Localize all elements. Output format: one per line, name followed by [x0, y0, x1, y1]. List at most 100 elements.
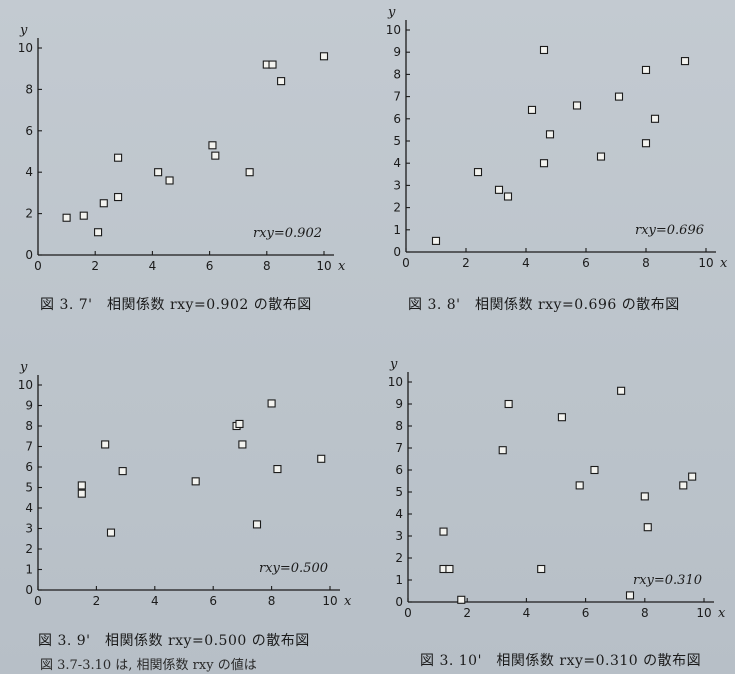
data-point — [545, 130, 555, 139]
data-point — [94, 228, 103, 237]
y-tick-label: 8 — [393, 67, 401, 81]
y-tick-label: 0 — [25, 248, 33, 262]
y-tick-label: 5 — [395, 485, 403, 499]
y-tick-label: 1 — [25, 563, 33, 577]
correlation-annotation: rxy=0.500 — [259, 561, 328, 576]
data-point — [537, 564, 546, 574]
x-tick-label: 0 — [34, 259, 42, 273]
y-tick-label: 5 — [25, 481, 33, 495]
data-point — [62, 213, 71, 222]
data-point — [643, 523, 652, 532]
x-axis-label: x — [720, 256, 728, 271]
data-point — [494, 185, 504, 194]
y-tick-label: 10 — [388, 375, 403, 389]
x-tick-label: 10 — [698, 256, 713, 270]
data-point — [79, 211, 88, 220]
data-point — [208, 141, 217, 150]
data-point — [688, 472, 697, 481]
data-point — [319, 52, 329, 61]
x-tick-label: 0 — [402, 256, 410, 270]
data-point — [439, 527, 448, 536]
x-tick-label: 4 — [149, 259, 157, 273]
data-point — [77, 481, 86, 490]
figure-caption-3-9: 図 3. 9' 相関係数 rxy=0.500 の散布図 — [38, 633, 310, 649]
y-tick-label: 10 — [386, 23, 401, 37]
x-tick-label: 2 — [93, 594, 101, 608]
x-tick-label: 0 — [34, 594, 42, 608]
data-point — [165, 176, 174, 185]
x-tick-label: 2 — [462, 256, 470, 270]
y-tick-label: 6 — [25, 460, 33, 474]
x-tick-label: 6 — [582, 256, 590, 270]
y-tick-label: 6 — [395, 463, 403, 477]
data-point — [596, 152, 606, 161]
data-point — [211, 151, 220, 160]
correlation-annotation: rxy=0.902 — [253, 226, 322, 241]
data-point — [641, 139, 651, 148]
data-point — [575, 481, 584, 490]
y-tick-label: 8 — [25, 82, 33, 96]
data-point — [114, 153, 123, 162]
y-tick-label: 9 — [25, 399, 33, 413]
data-point — [118, 467, 127, 476]
y-tick-label: 7 — [393, 90, 401, 104]
x-tick-label: 4 — [151, 594, 159, 608]
x-tick-label: 8 — [642, 256, 650, 270]
data-point — [539, 159, 549, 168]
x-tick-label: 10 — [696, 606, 711, 620]
data-point — [99, 199, 108, 208]
data-point — [457, 595, 466, 604]
y-tick-label: 4 — [393, 156, 401, 170]
y-tick-label: 1 — [395, 573, 403, 587]
data-point — [445, 564, 454, 574]
data-point — [503, 192, 513, 201]
y-tick-label: 8 — [25, 419, 33, 433]
x-tick-label: 6 — [206, 259, 214, 273]
y-tick-label: 1 — [393, 223, 401, 237]
y-tick-label: 6 — [393, 112, 401, 126]
x-tick-label: 6 — [209, 594, 217, 608]
data-point — [527, 105, 537, 114]
data-point — [273, 465, 282, 474]
correlation-annotation: rxy=0.696 — [635, 223, 704, 238]
x-axis-label: x — [718, 606, 726, 621]
y-tick-label: 2 — [25, 207, 33, 221]
data-point — [617, 386, 626, 395]
y-tick-label: 3 — [393, 178, 401, 192]
x-tick-label: 6 — [582, 606, 590, 620]
y-tick-label: 8 — [395, 419, 403, 433]
y-axis-label: y — [387, 5, 396, 20]
y-axis-label: y — [19, 23, 28, 38]
data-point — [238, 440, 247, 449]
data-point — [572, 101, 582, 110]
y-tick-label: 10 — [18, 378, 33, 392]
x-axis-label: x — [338, 259, 346, 274]
data-point — [268, 60, 277, 69]
y-tick-label: 0 — [395, 595, 403, 609]
data-point — [640, 492, 649, 501]
y-axis-label: y — [19, 360, 28, 375]
data-point — [557, 413, 566, 422]
data-point — [473, 168, 483, 177]
data-point — [590, 465, 599, 475]
scatter-plot-fig-3-9: 0 2 4 6 8 10 0 1 2 3 4 5 6 7 8 9 10 x y rxy=0.500 — [8, 360, 358, 624]
data-point — [277, 77, 286, 86]
x-tick-label: 4 — [522, 256, 530, 270]
data-point — [641, 65, 651, 75]
data-point — [431, 236, 441, 245]
y-tick-label: 6 — [25, 124, 33, 138]
y-tick-label: 2 — [395, 551, 403, 565]
y-tick-label: 0 — [25, 583, 33, 597]
x-tick-label: 8 — [263, 259, 271, 273]
x-tick-label: 4 — [523, 606, 531, 620]
data-point — [235, 419, 244, 429]
y-tick-label: 9 — [395, 397, 403, 411]
data-point — [317, 454, 326, 463]
x-tick-label: 2 — [91, 259, 99, 273]
scatter-plot-svg: 0 2 4 6 8 10 0 1 2 3 4 5 6 7 8 9 10 x y rxy=0.500 — [18, 360, 352, 609]
y-tick-label: 7 — [395, 441, 403, 455]
x-tick-label: 8 — [641, 606, 649, 620]
data-point — [680, 57, 690, 66]
y-tick-label: 10 — [18, 41, 33, 55]
